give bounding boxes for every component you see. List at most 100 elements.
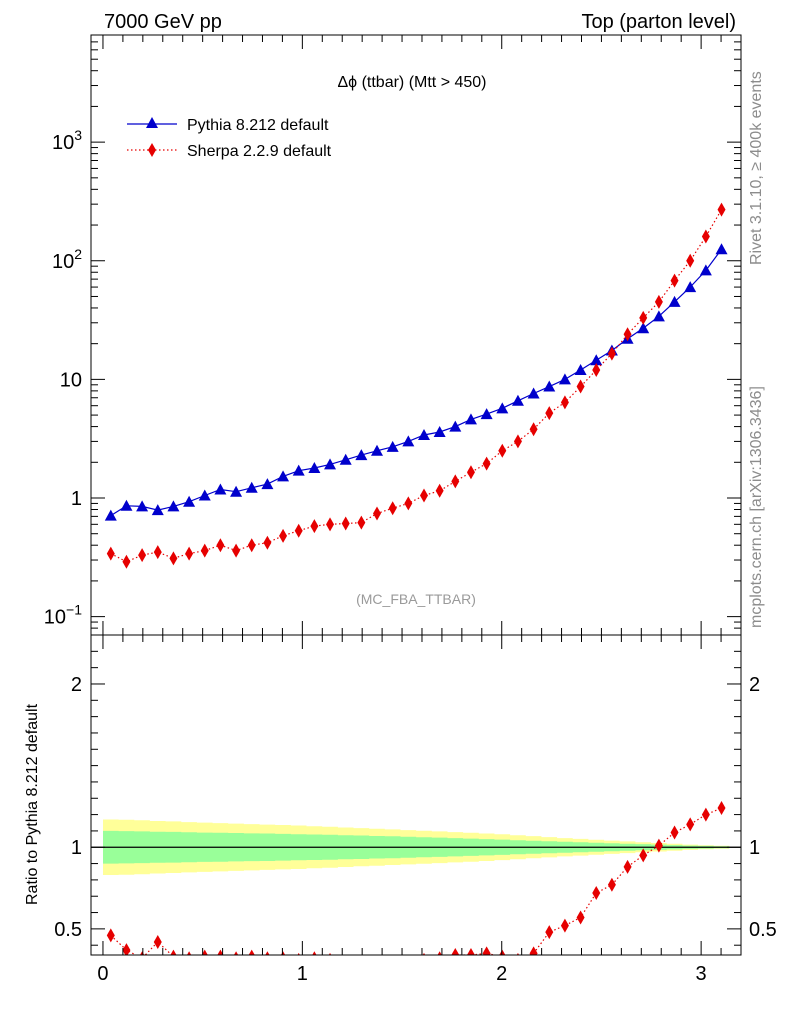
series-1-point-34 [639,310,648,325]
source-label: mcplots.cern.ch [arXiv:1306.3436] [748,386,765,628]
series-0-point-34 [637,322,650,334]
ratio-point-5 [186,951,192,955]
series-1-point-36 [670,273,679,288]
series-1-point-12 [294,523,303,538]
ratio-point-3 [153,934,162,949]
series-1-point-17 [373,506,381,521]
series-0-point-19 [402,435,415,447]
ratio-point-15 [342,956,350,970]
analysis-watermark: (MC_FBA_TTBAR) [356,591,476,607]
ratio-point-36 [670,825,679,840]
series-1-point-30 [576,379,585,394]
ratio-point-4 [170,949,177,955]
series-0-point-1 [120,499,133,511]
series-0-point-9 [245,481,258,493]
series-0-point-36 [668,295,681,307]
series-1-point-35 [654,294,663,309]
ratio-point-6 [201,949,208,955]
series-1-point-9 [247,538,256,553]
ratio-point-22 [451,948,460,955]
series-1-point-26 [513,434,522,449]
series-1-point-38 [701,229,710,244]
ratio-y-tick-label-left-0: 0.5 [54,919,82,941]
series-0-point-22 [449,420,462,432]
ratio-y-tick-label-left-2: 2 [71,674,82,696]
ratio-point-19 [408,954,409,955]
series-0-point-21 [433,426,446,438]
series-1-point-37 [686,253,695,268]
series-1-point-31 [592,362,601,377]
ratio-point-0 [106,928,115,943]
ratio-point-12 [297,952,300,955]
ratio-point-30 [576,910,585,925]
series-1-point-10 [263,535,272,550]
main-y-tick-label-2: 10 [60,369,82,391]
ratio-point-34 [639,848,648,863]
series-1-point-11 [279,528,288,543]
chart-title: Δϕ (ttbar) (Mtt > 450) [337,74,486,91]
series-1-point-20 [419,488,428,503]
x-tick-label-3: 3 [696,963,707,985]
series-0-point-11 [277,470,290,482]
ratio-point-10 [265,951,270,955]
series-0-point-39 [715,243,728,255]
series-0-point-31 [590,354,603,366]
ratio-y-tick-label-right-0: 0.5 [749,919,777,941]
x-tick-label-1: 1 [297,963,308,985]
ratio-frame [90,634,742,956]
ratio-point-7 [217,949,224,955]
ratio-point-38 [701,807,710,822]
series-0-point-38 [699,264,712,276]
series-1-point-14 [326,517,335,532]
series-1-point-19 [404,496,413,511]
ratio-point-17 [376,954,378,955]
ratio-y-tick-label-right-1: 1 [749,837,760,859]
legend-entry-sherpa: Sherpa 2.2.9 default [127,143,332,160]
series-0-point-28 [543,380,556,392]
x-tick-label-0: 0 [97,963,108,985]
legend-marker-pythia [146,117,158,128]
series-1-point-6 [200,543,209,558]
series-1-point-1 [122,554,131,569]
series-0-point-6 [198,489,211,501]
series-1-point-0 [106,546,115,561]
series-1-point-7 [216,538,225,553]
series-0-point-2 [136,500,149,512]
main-y-tick-label-1: 1 [71,488,82,510]
ratio-point-14 [328,952,332,955]
ratio-point-2 [139,951,145,955]
ratio-point-13 [312,951,317,955]
legend-marker-sherpa [148,143,156,157]
series-1-point-18 [388,501,397,516]
series-1-point-33 [623,327,632,342]
series-1-point-25 [498,443,507,458]
series-0-point-23 [464,413,477,425]
series-0-point-29 [558,373,571,385]
header-right-label: Top (parton level) [581,11,736,33]
ratio-point-37 [686,817,695,832]
ratio-point-39 [717,801,726,816]
series-1-point-15 [341,516,350,531]
series-0-point-27 [527,387,540,399]
series-line-1 [110,209,723,563]
ratio-point-29 [560,918,569,933]
series-1-point-28 [545,406,554,421]
series-0-point-26 [511,394,524,406]
series-0-point-16 [355,449,368,461]
series-0-point-17 [371,444,383,456]
series-0-point-35 [652,310,665,322]
series-0-point-37 [684,281,697,293]
ratio-point-28 [545,925,554,940]
series-1-point-16 [357,515,366,530]
series-1-point-27 [529,422,538,437]
series-0-point-8 [230,485,243,497]
series-1-point-5 [185,546,194,561]
series-0-point-30 [574,363,587,375]
series-1-point-13 [310,519,319,534]
series-line-0 [110,248,722,517]
series-0-point-18 [386,440,399,452]
ratio-point-11 [280,951,286,955]
main-y-tick-label-0: 10−1 [44,602,82,629]
series-0-point-20 [417,428,430,440]
